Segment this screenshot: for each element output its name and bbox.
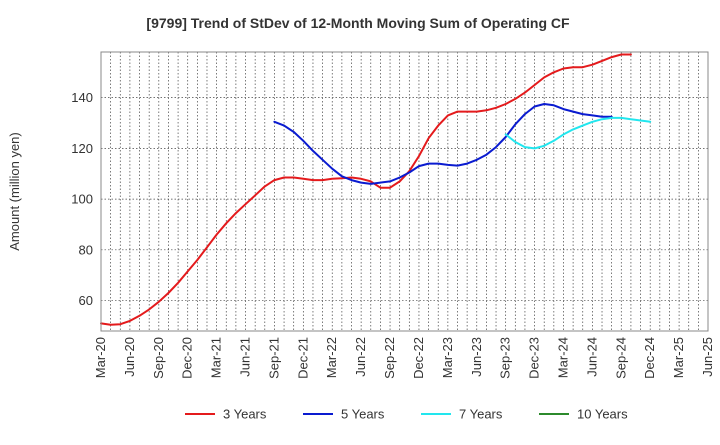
x-tick-label: Sep-21 [266,337,281,379]
legend: 3 Years 5 Years 7 Years 10 Years [185,407,628,422]
x-tick-label: Jun-25 [700,337,715,377]
y-axis-label: Amount (million yen) [7,132,22,251]
legend-label-10-years: 10 Years [577,407,628,422]
x-tick-label: Sep-23 [498,337,513,379]
x-tick-label: Sep-22 [382,337,397,379]
x-tick-label: Dec-20 [180,337,195,379]
x-tick-label: Dec-23 [527,337,542,379]
legend-label-5-years: 5 Years [341,407,385,422]
y-tick-label: 60 [79,293,93,308]
series-line-5-years [273,103,613,185]
y-tick-label: 100 [71,192,93,207]
x-tick-label: Jun-20 [122,337,137,377]
plot-frame [100,51,709,332]
chart-title: [9799] Trend of StDev of 12-Month Moving… [146,15,570,31]
legend-label-3-years: 3 Years [223,407,267,422]
series-layer [100,53,652,326]
x-tick-label: Dec-24 [642,337,657,379]
grid-layer [101,52,708,331]
y-tick-labels: 60 80 100 120 140 [71,90,93,308]
y-tick-label: 120 [71,141,93,156]
x-tick-label: Dec-21 [295,337,310,379]
x-tick-label: Dec-22 [411,337,426,379]
x-tick-label: Jun-21 [238,337,253,377]
x-tick-label: Mar-21 [209,337,224,378]
x-tick-label: Jun-22 [353,337,368,377]
y-tick-label: 140 [71,90,93,105]
legend-label-7-years: 7 Years [459,407,503,422]
x-tick-label: Sep-24 [613,337,628,379]
x-tick-labels: Mar-20 Jun-20 Sep-20 Dec-20 Mar-21 Jun-21 Sep-… [93,337,715,379]
x-tick-label: Mar-23 [440,337,455,378]
y-tick-label: 80 [79,242,93,257]
x-tick-label: Mar-22 [324,337,339,378]
x-tick-label: Mar-20 [93,337,108,378]
x-tick-label: Sep-20 [151,337,166,379]
x-tick-label: Jun-24 [584,337,599,377]
series-line-7-years [504,116,652,150]
x-tick-label: Jun-23 [469,337,484,377]
x-tick-label: Mar-25 [671,337,686,378]
series-line-3-years [100,53,632,326]
x-tick-label: Mar-24 [555,337,570,378]
